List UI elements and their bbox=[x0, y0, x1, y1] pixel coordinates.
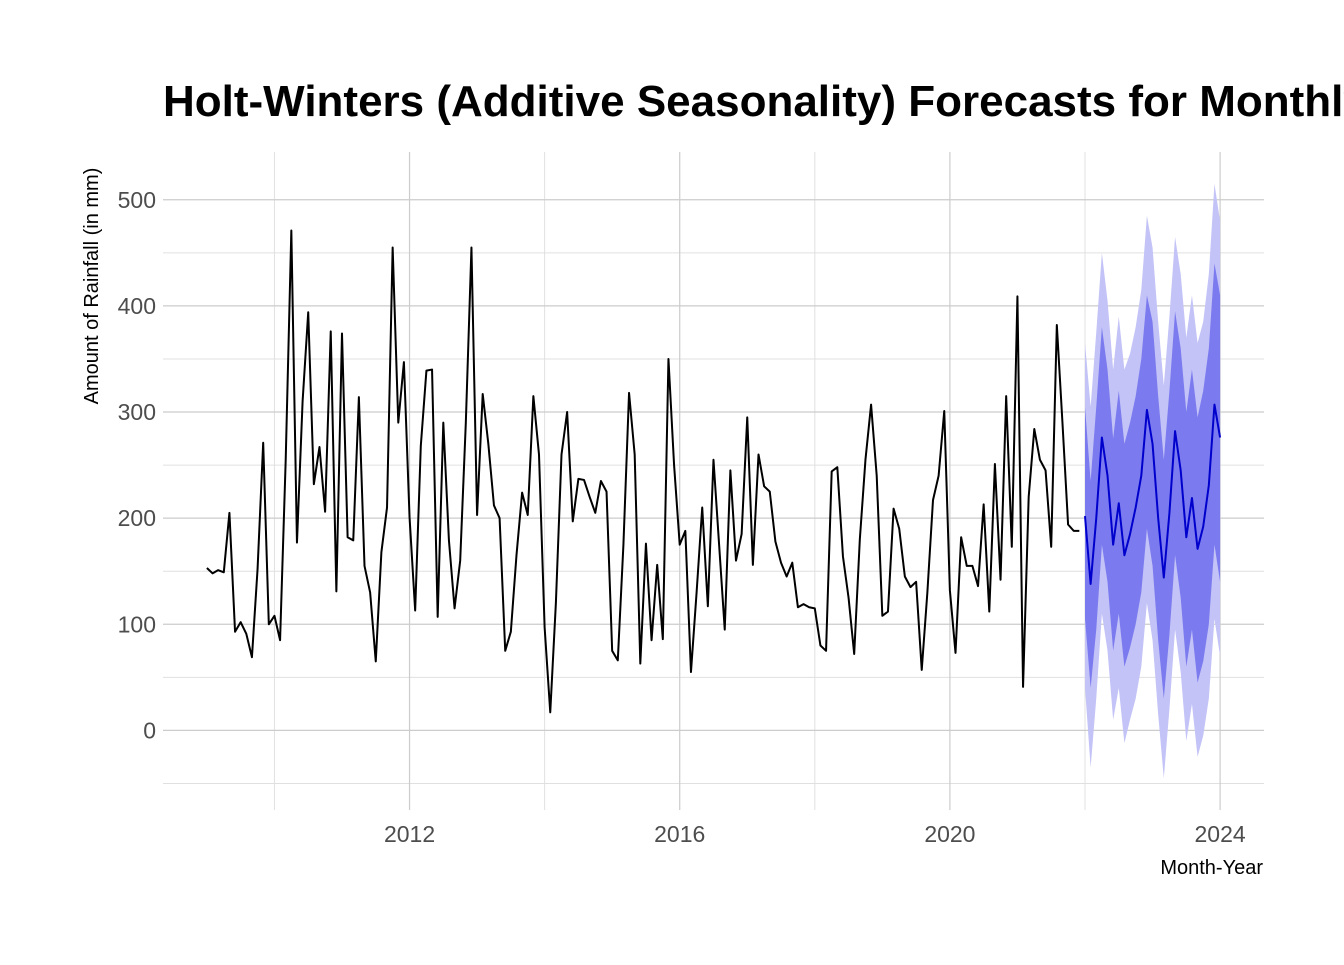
y-tick-label: 0 bbox=[143, 717, 156, 743]
y-axis-title: Amount of Rainfall (in mm) bbox=[81, 168, 103, 405]
chart-title: Holt-Winters (Additive Seasonality) Fore… bbox=[163, 77, 1344, 126]
forecast-mean-line bbox=[1084, 403, 1222, 585]
observed-series bbox=[206, 229, 1080, 714]
forecast-band-80 bbox=[1085, 263, 1221, 699]
x-tick-label: 2012 bbox=[384, 821, 435, 847]
x-tick-label: 2016 bbox=[654, 821, 705, 847]
y-tick-label: 100 bbox=[118, 611, 156, 637]
observed-line bbox=[206, 229, 1080, 714]
y-tick-label: 500 bbox=[118, 187, 156, 213]
x-tick-label: 2024 bbox=[1195, 821, 1246, 847]
x-axis-ticks: 2012 2016 2020 2024 bbox=[384, 821, 1246, 847]
y-axis-ticks: 0 100 200 300 400 500 bbox=[118, 187, 156, 744]
forecast-mean-series bbox=[1084, 403, 1222, 585]
y-tick-label: 400 bbox=[118, 293, 156, 319]
band-80-area bbox=[1085, 263, 1221, 699]
x-tick-label: 2020 bbox=[924, 821, 975, 847]
y-tick-label: 300 bbox=[118, 399, 156, 425]
x-axis-title: Month-Year bbox=[1160, 857, 1263, 879]
y-tick-label: 200 bbox=[118, 505, 156, 531]
